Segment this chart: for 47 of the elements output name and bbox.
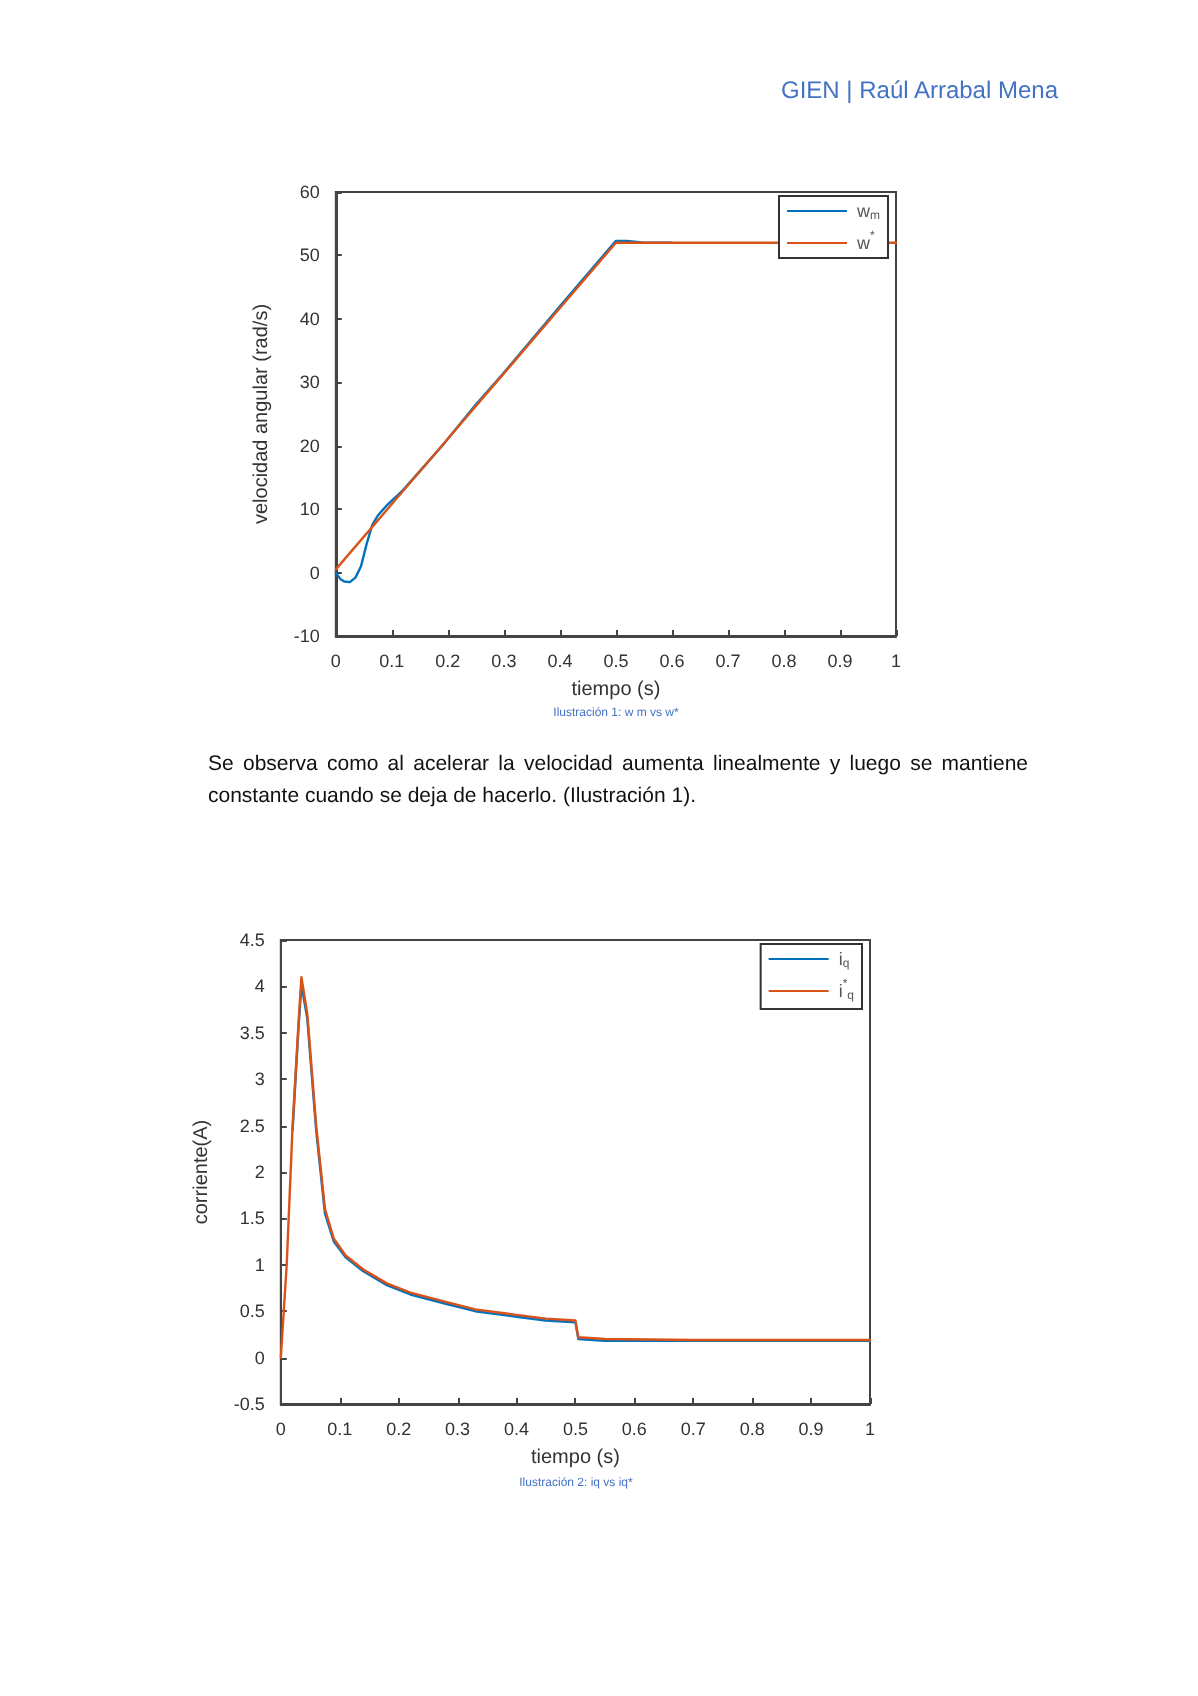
x-tick-label: 0.7 (715, 651, 741, 671)
x-tick-label: 0.2 (386, 1419, 412, 1439)
y-tick-label: 10 (299, 499, 320, 520)
y-tick-label: 3.5 (239, 1022, 265, 1043)
y-tick-label: 20 (299, 435, 320, 456)
x-tick-label: 0.9 (798, 1419, 824, 1439)
text: GIEN | Raúl Arrabal Mena (780, 76, 1058, 104)
y-tick-label: 3 (254, 1069, 265, 1090)
x-tick-label: 0.8 (739, 1419, 765, 1439)
y-tick-label: -0.5 (233, 1394, 265, 1414)
x-axis-title: tiempo (s) (530, 1446, 620, 1469)
x-tick-label: 0.3 (491, 651, 517, 671)
y-axis-title: corriente(A) (191, 1119, 213, 1225)
x-tick-label: 0 (275, 1419, 286, 1439)
x-tick-label: 0 (330, 651, 341, 671)
x-tick-label: 0.1 (379, 651, 405, 671)
y-tick-label: 0 (309, 562, 320, 583)
x-tick-label: 0.5 (603, 651, 629, 671)
x-axis-title: tiempo (s) (571, 678, 661, 701)
x-tick-label: 0.2 (435, 651, 461, 671)
y-tick-label: 50 (299, 245, 320, 266)
x-tick-label: 1 (864, 1419, 876, 1439)
y-tick-label: 40 (299, 308, 320, 329)
text: Se observa como al acelerar la velocidad aumenta linealmente y luego se mantiene constante cuando se deja de hacerlo. (Ilustración 1). (208, 750, 1028, 812)
x-tick-label: 0.3 (445, 1419, 471, 1439)
x-tick-label: 0.9 (827, 651, 853, 671)
y-tick-label: 0 (254, 1347, 265, 1368)
y-tick-label: 1 (254, 1254, 265, 1275)
y-tick-label: 1.5 (239, 1208, 265, 1229)
y-tick-label: 4.5 (239, 930, 265, 950)
x-tick-label: 1 (890, 651, 902, 671)
x-tick-label: 0.7 (680, 1419, 706, 1439)
x-tick-label: 0.4 (547, 651, 573, 671)
x-tick-label: 0.6 (659, 651, 685, 671)
y-axis-title: velocidad angular (rad/s) (251, 303, 273, 525)
x-tick-label: 0.8 (771, 651, 797, 671)
y-tick-label: 2.5 (239, 1115, 265, 1136)
y-tick-label: 30 (299, 372, 320, 393)
y-tick-label: 60 (299, 182, 320, 202)
x-tick-label: 0.1 (327, 1419, 353, 1439)
y-tick-label: 4 (254, 976, 265, 997)
y-tick-label: 0.5 (239, 1301, 265, 1322)
x-tick-label: 0.6 (621, 1419, 647, 1439)
x-tick-label: 0.5 (562, 1419, 588, 1439)
y-tick-label: -10 (293, 626, 320, 646)
y-tick-label: 2 (254, 1162, 265, 1182)
x-tick-label: 0.4 (503, 1419, 530, 1439)
